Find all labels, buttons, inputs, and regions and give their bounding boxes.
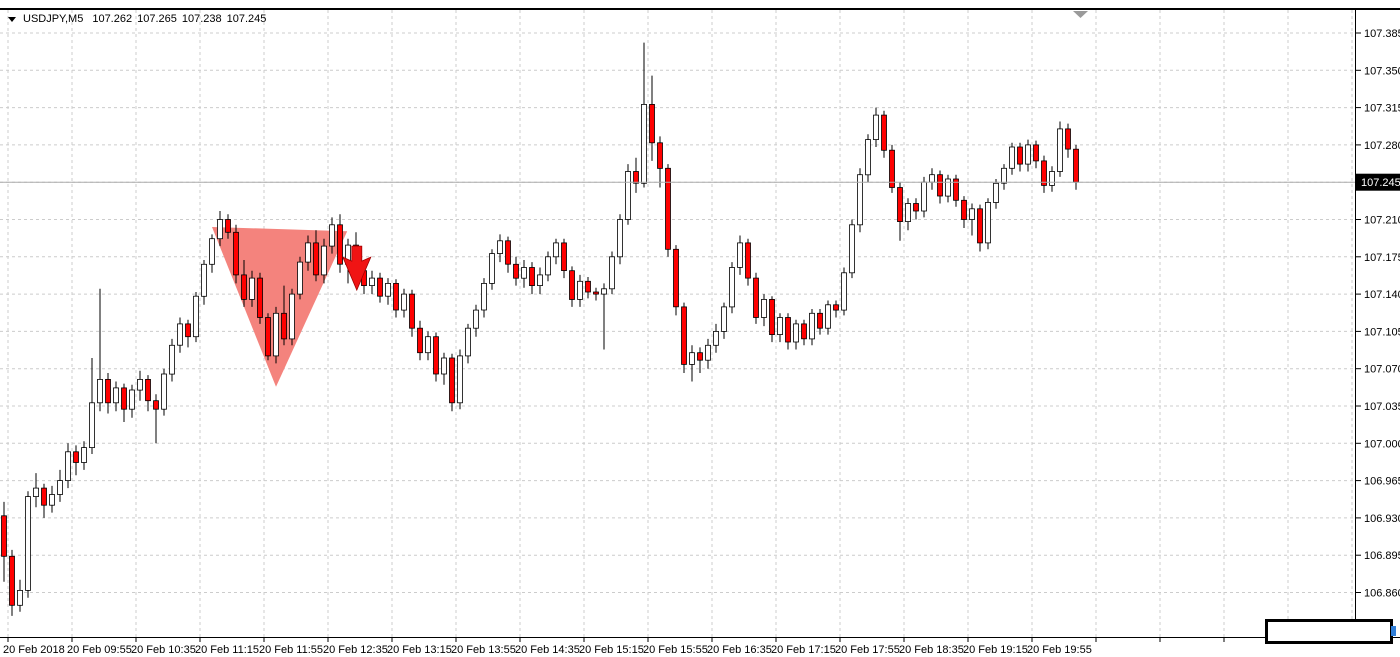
svg-text:20 Feb 11:55: 20 Feb 11:55 — [259, 644, 323, 656]
svg-text:20 Feb 13:15: 20 Feb 13:15 — [387, 644, 452, 656]
chart-shift-marker-icon[interactable] — [1073, 11, 1088, 18]
svg-text:107.280: 107.280 — [1364, 140, 1400, 152]
svg-text:20 Feb 13:55: 20 Feb 13:55 — [451, 644, 516, 656]
quote-high: 107.265 — [137, 13, 177, 25]
svg-text:20 Feb 09:55: 20 Feb 09:55 — [67, 644, 132, 656]
svg-text:107.175: 107.175 — [1364, 252, 1400, 264]
svg-text:20 Feb 10:35: 20 Feb 10:35 — [131, 644, 196, 656]
selection-handle-icon[interactable] — [1391, 626, 1396, 636]
quote-low: 107.238 — [181, 13, 222, 25]
svg-text:107.350: 107.350 — [1364, 65, 1400, 77]
svg-text:106.895: 106.895 — [1364, 550, 1400, 562]
quote-close: 107.245 — [226, 13, 267, 25]
symbol-timeframe-label: USDJPY,M5 — [23, 13, 84, 25]
svg-text:20 Feb 11:15: 20 Feb 11:15 — [195, 644, 259, 656]
svg-text:106.930: 106.930 — [1364, 513, 1400, 525]
symbol-dropdown-icon[interactable] — [8, 16, 16, 22]
svg-text:107.385: 107.385 — [1364, 28, 1400, 40]
svg-text:20 Feb 2018: 20 Feb 2018 — [3, 644, 65, 656]
svg-text:107.315: 107.315 — [1364, 103, 1400, 115]
price-axis[interactable]: 107.385 107.350 107.315 107.280 107.245 107.2… — [1355, 28, 1400, 600]
svg-text:20 Feb 17:55: 20 Feb 17:55 — [835, 644, 900, 656]
current-price-badge: 107.245 — [1356, 173, 1400, 191]
svg-text:107.070: 107.070 — [1364, 364, 1400, 376]
horizontal-gridlines — [0, 32, 1355, 593]
svg-text:107.210: 107.210 — [1364, 215, 1400, 227]
svg-text:20 Feb 19:55: 20 Feb 19:55 — [1027, 644, 1092, 656]
svg-text:107.245: 107.245 — [1361, 177, 1400, 189]
svg-text:20 Feb 18:35: 20 Feb 18:35 — [899, 644, 964, 656]
chart-frame — [0, 8, 1400, 638]
svg-text:107.000: 107.000 — [1364, 438, 1400, 450]
candles — [1, 42, 1079, 616]
empty-text-box[interactable] — [1265, 619, 1396, 644]
svg-text:107.140: 107.140 — [1364, 289, 1400, 301]
vertical-gridlines — [7, 10, 1353, 637]
svg-text:20 Feb 16:35: 20 Feb 16:35 — [707, 644, 772, 656]
svg-text:20 Feb 19:15: 20 Feb 19:15 — [963, 644, 1028, 656]
svg-text:20 Feb 15:15: 20 Feb 15:15 — [579, 644, 644, 656]
svg-text:106.965: 106.965 — [1364, 476, 1400, 488]
arrow-down-annotation[interactable] — [342, 245, 372, 292]
svg-text:20 Feb 12:35: 20 Feb 12:35 — [323, 644, 388, 656]
quote-open: 107.262 — [92, 13, 133, 25]
svg-text:20 Feb 15:55: 20 Feb 15:55 — [643, 644, 708, 656]
svg-text:20 Feb 14:35: 20 Feb 14:35 — [515, 644, 580, 656]
svg-text:107.035: 107.035 — [1364, 401, 1400, 413]
time-axis[interactable]: 20 Feb 2018 20 Feb 09:55 20 Feb 10:35 20 Fe… — [3, 638, 1353, 656]
svg-text:106.860: 106.860 — [1364, 588, 1400, 600]
symbol-info-bar: USDJPY,M5 107.262 107.265 107.238 107.24… — [8, 13, 271, 25]
svg-text:107.105: 107.105 — [1364, 326, 1400, 338]
svg-text:20 Feb 17:15: 20 Feb 17:15 — [771, 644, 836, 656]
